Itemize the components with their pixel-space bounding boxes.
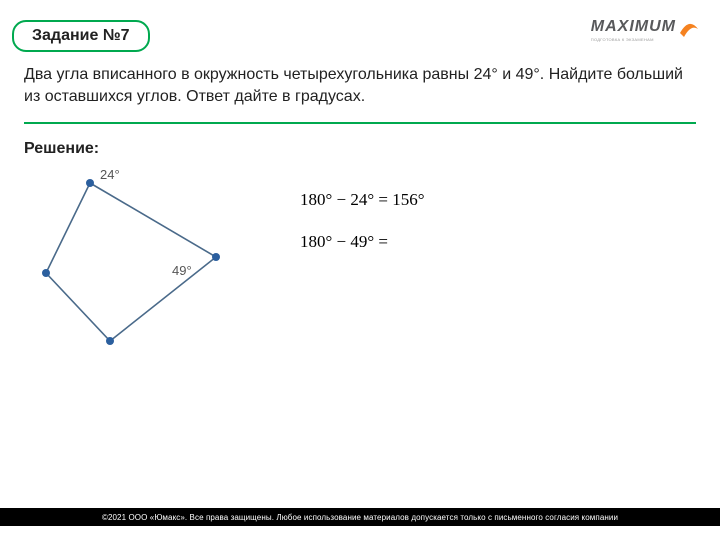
logo-subtitle: ПОДГОТОВКА К ЭКЗАМЕНАМ [591,37,676,42]
logo-text: MAXIMUM [591,18,676,36]
calc-line-2: 180° − 49° = [300,232,425,252]
footer-text: ©2021 ООО «Юмакс». Все права защищены. Л… [102,513,618,522]
svg-text:24°: 24° [100,167,120,182]
task-badge: Задание №7 [12,20,150,52]
problem-text: Два угла вписанного в окружность четырех… [24,64,696,107]
svg-text:49°: 49° [172,263,192,278]
quadrilateral-diagram: 24° 49° [28,165,248,365]
calculations: 180° − 24° = 156° 180° − 49° = [300,190,425,274]
logo: MAXIMUM ПОДГОТОВКА К ЭКЗАМЕНАМ [591,18,700,42]
footer-bar: ©2021 ООО «Юмакс». Все права защищены. Л… [0,508,720,526]
calc-line-1: 180° − 24° = 156° [300,190,425,210]
logo-swoosh-icon [678,19,700,41]
solution-label: Решение: [24,140,99,158]
divider [24,122,696,124]
